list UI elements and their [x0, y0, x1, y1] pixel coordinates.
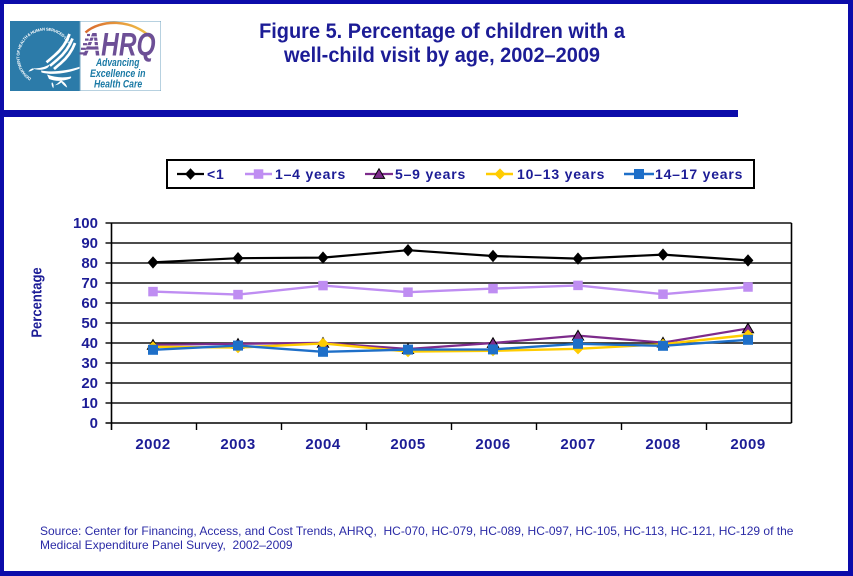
svg-text:Advancing: Advancing — [95, 57, 139, 69]
svg-text:Health Care: Health Care — [94, 79, 142, 91]
svg-text:AHRQ: AHRQ — [83, 27, 156, 63]
svg-text:Excellence in: Excellence in — [90, 68, 146, 80]
